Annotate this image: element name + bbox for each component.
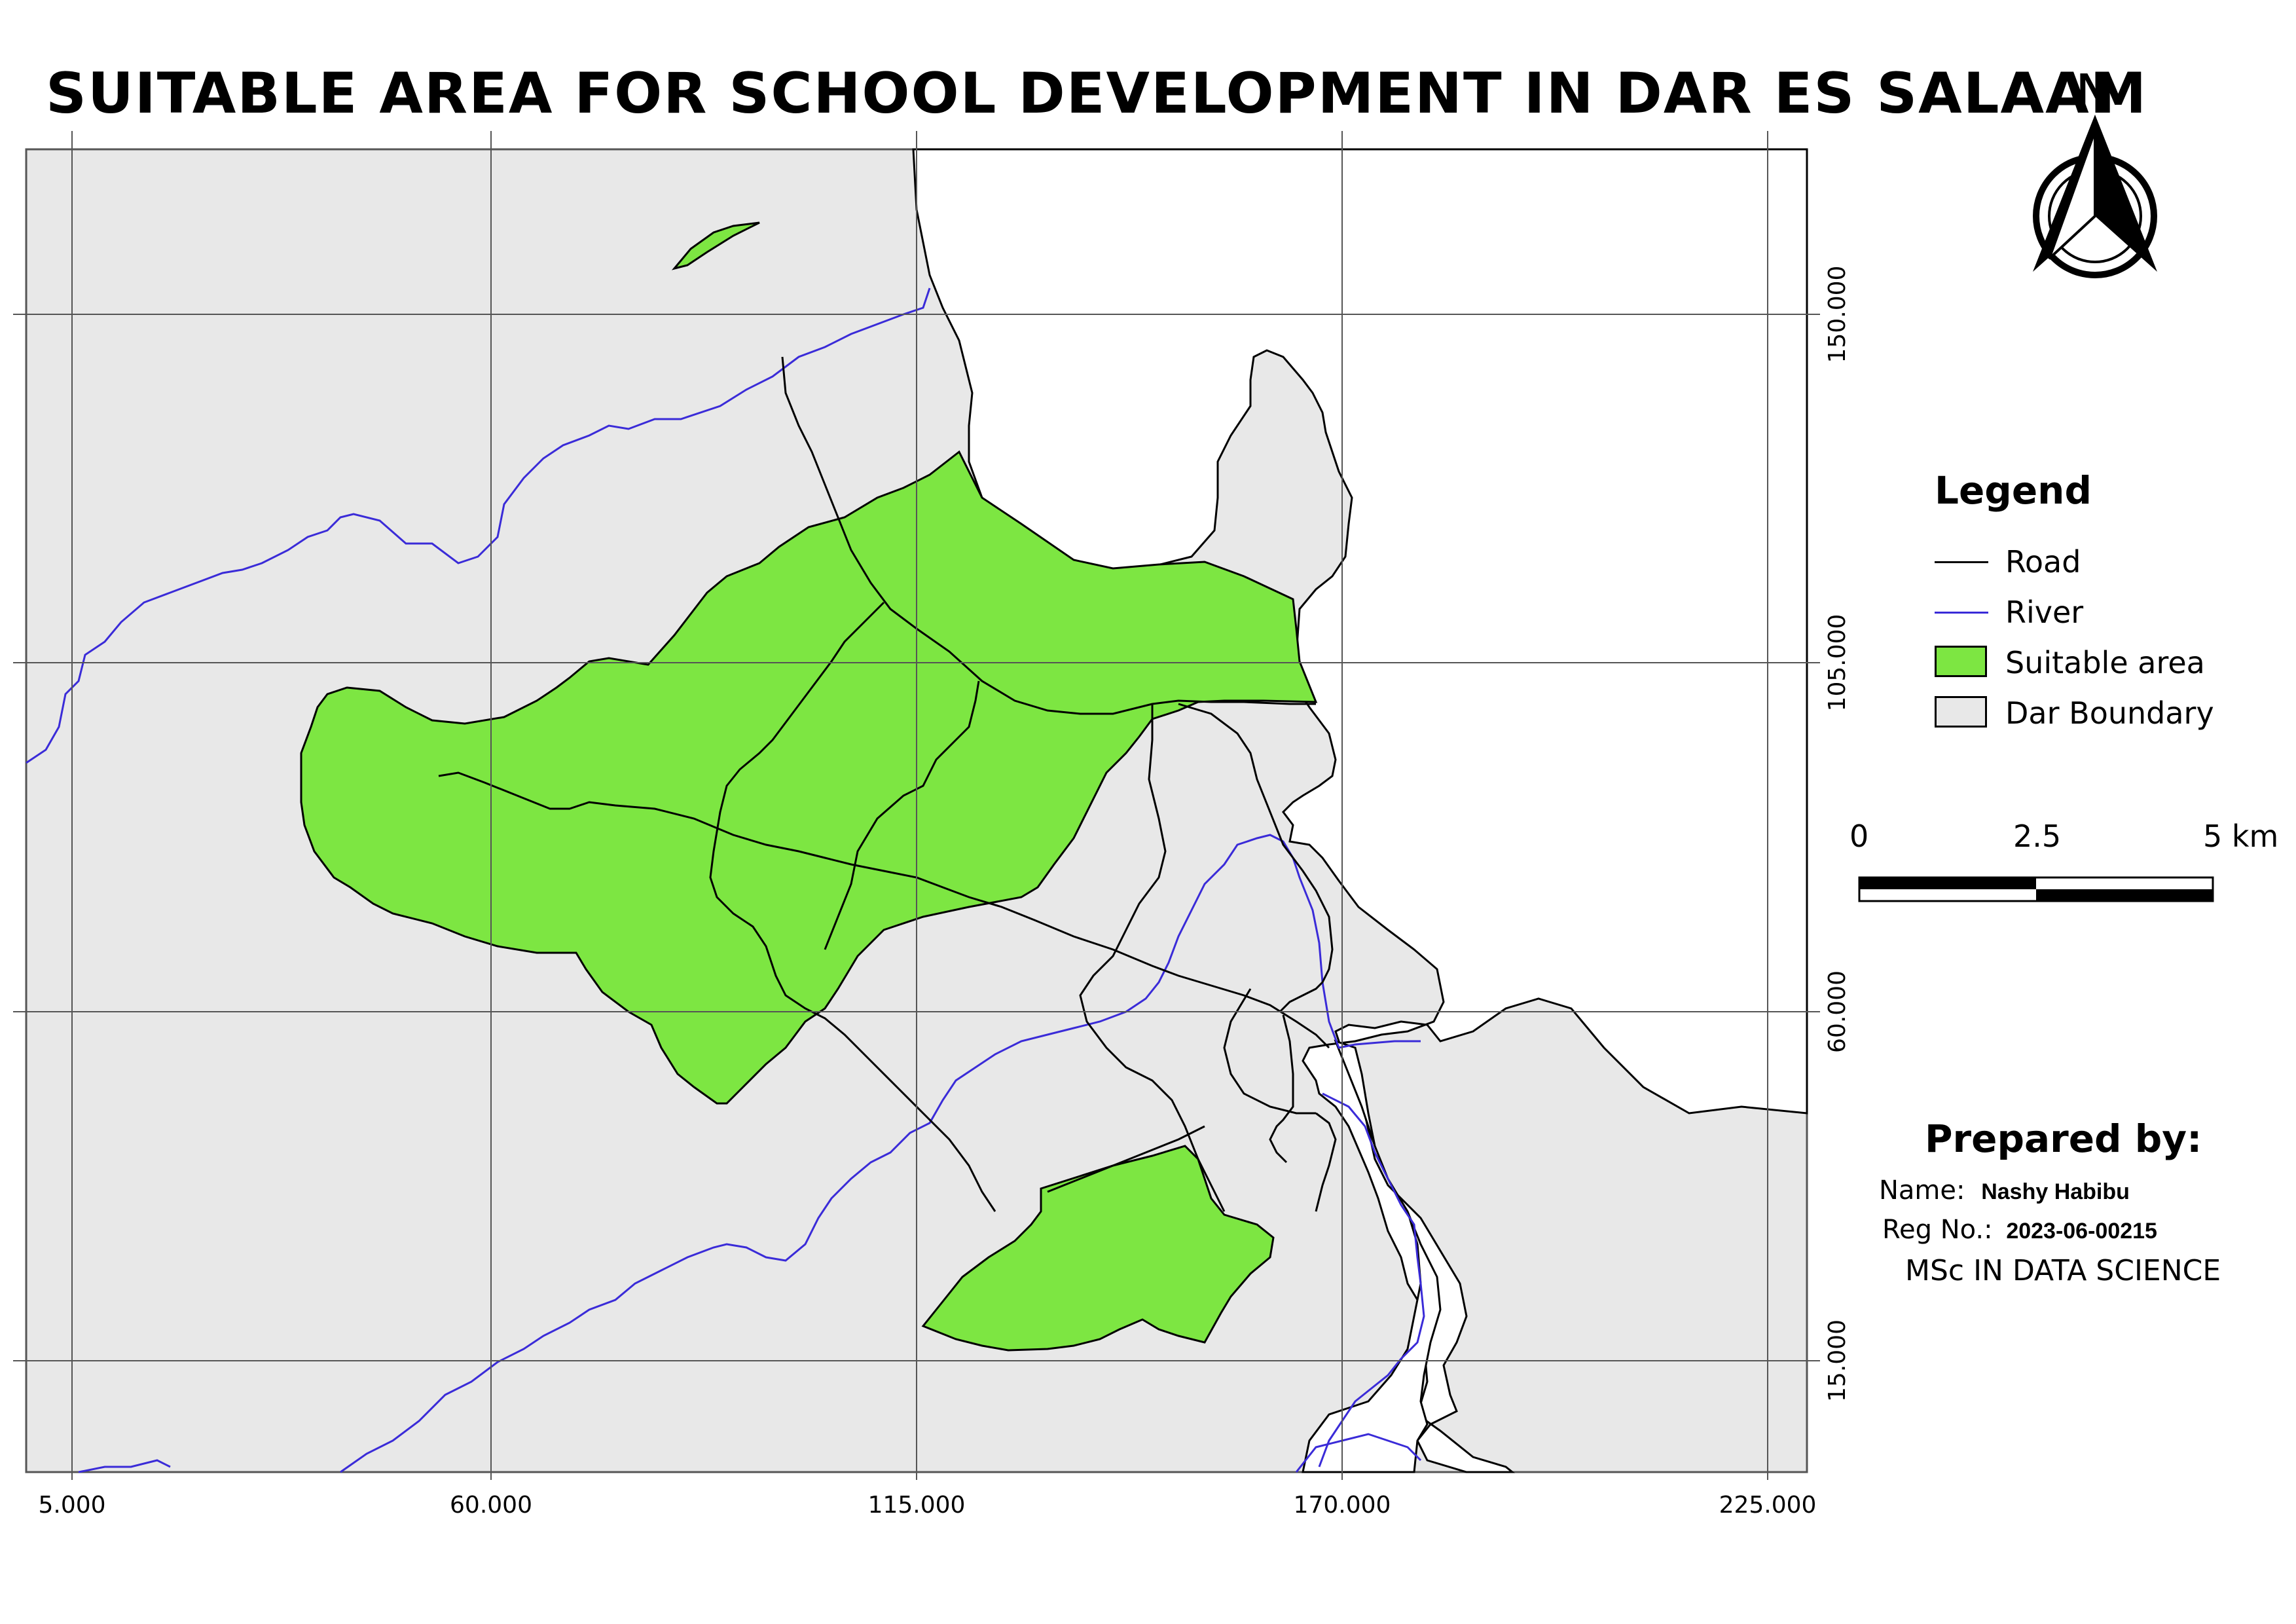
- suitable-area-north-islet: [671, 221, 760, 270]
- legend-title: Legend: [1935, 468, 2092, 513]
- name-label: Name:: [1879, 1175, 1965, 1206]
- road-line: [709, 601, 996, 1212]
- river-swatch: [1935, 612, 1988, 614]
- river-line: [1295, 1433, 1422, 1473]
- y-tick-label: 60.000: [1824, 970, 1851, 1053]
- y-tick-label: 105.000: [1824, 614, 1851, 712]
- reg-value: 2023-06-00215: [2006, 1219, 2157, 1244]
- legend-label: Road: [2005, 544, 2081, 580]
- river-line: [78, 1459, 171, 1473]
- legend-label: River: [2005, 595, 2084, 630]
- suitable-swatch: [1935, 646, 1987, 677]
- north-label: N: [2075, 64, 2115, 126]
- scale-label: 0: [1850, 819, 1869, 854]
- north-arrow-icon: N: [2033, 64, 2157, 278]
- program-label: MSc IN DATA SCIENCE: [1905, 1254, 2221, 1287]
- reg-label: Reg No.:: [1882, 1215, 1993, 1245]
- rivers: [26, 287, 1425, 1473]
- road-swatch: [1935, 561, 1988, 563]
- river-line: [340, 834, 1421, 1473]
- scale-label: 5 km: [2203, 819, 2279, 854]
- road-line: [438, 771, 1330, 1049]
- x-tick-label: 115.000: [868, 1492, 966, 1519]
- reg-row: Reg No.: 2023-06-00215: [1882, 1215, 2157, 1245]
- graticule: [13, 131, 1820, 1480]
- name-value: Nashy Habibu: [1981, 1179, 2130, 1204]
- road-line: [1178, 703, 1334, 1013]
- road-line: [1047, 1125, 1205, 1193]
- river-line: [26, 287, 931, 764]
- road-line: [1079, 704, 1226, 1212]
- road-line: [1269, 1014, 1294, 1164]
- roads: [438, 356, 1337, 1212]
- x-tick-label: 170.000: [1294, 1492, 1391, 1519]
- x-tick-label: 5.000: [38, 1492, 105, 1519]
- legend-label: Dar Boundary: [2005, 695, 2214, 731]
- road-line: [1223, 988, 1316, 1115]
- road-line: [1315, 1112, 1337, 1212]
- suitable-area-south: [921, 1145, 1275, 1352]
- scale-label: 2.5: [2013, 819, 2062, 854]
- boundary-swatch: [1935, 696, 1987, 728]
- y-tick-label: 150.000: [1824, 266, 1851, 363]
- map-title: SUITABLE AREA FOR SCHOOL DEVELOPMENT IN …: [46, 61, 2148, 126]
- x-tick-label: 60.000: [450, 1492, 532, 1519]
- road-line: [781, 356, 1316, 715]
- prepared-by-heading: Prepared by:: [1925, 1116, 2202, 1161]
- name-row: Name: Nashy Habibu: [1879, 1175, 2130, 1206]
- x-tick-label: 225.000: [1719, 1492, 1817, 1519]
- y-tick-label: 15.000: [1824, 1320, 1851, 1402]
- river-line: [1318, 1092, 1425, 1467]
- road-line: [824, 680, 980, 950]
- legend-label: Suitable area: [2005, 645, 2205, 680]
- scale-bar: [1858, 876, 2214, 902]
